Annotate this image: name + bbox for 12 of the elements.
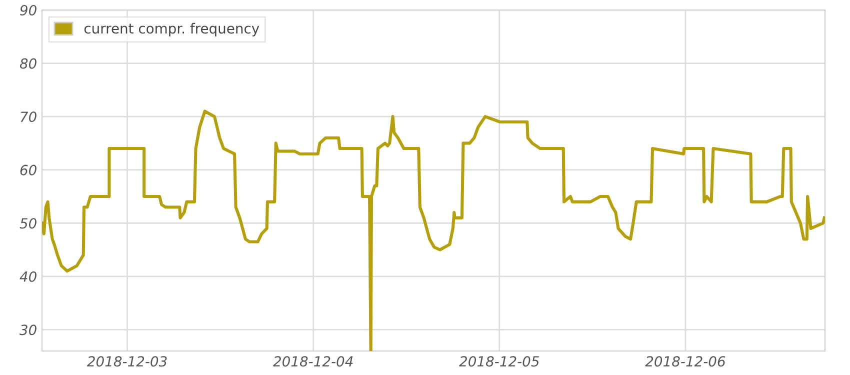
x-tick-label: 2018-12-03 — [86, 356, 167, 367]
y-tick-label: 30 — [19, 324, 36, 336]
y-tick-label: 80 — [20, 58, 36, 69]
x-tick-label: 2018-12-05 — [459, 356, 539, 367]
y-tick-label: 60 — [20, 164, 36, 176]
y-tick-label: 90 — [20, 4, 36, 16]
x-tick-label: 2018-12-06 — [645, 356, 726, 367]
y-tick-label: 70 — [20, 112, 36, 122]
x-tick-label: 2018-12-04 — [273, 356, 353, 367]
y-tick-label: 40 — [20, 271, 36, 282]
y-tick-label: 50 — [20, 218, 36, 229]
legend-label: current compr. frequency — [84, 22, 260, 36]
